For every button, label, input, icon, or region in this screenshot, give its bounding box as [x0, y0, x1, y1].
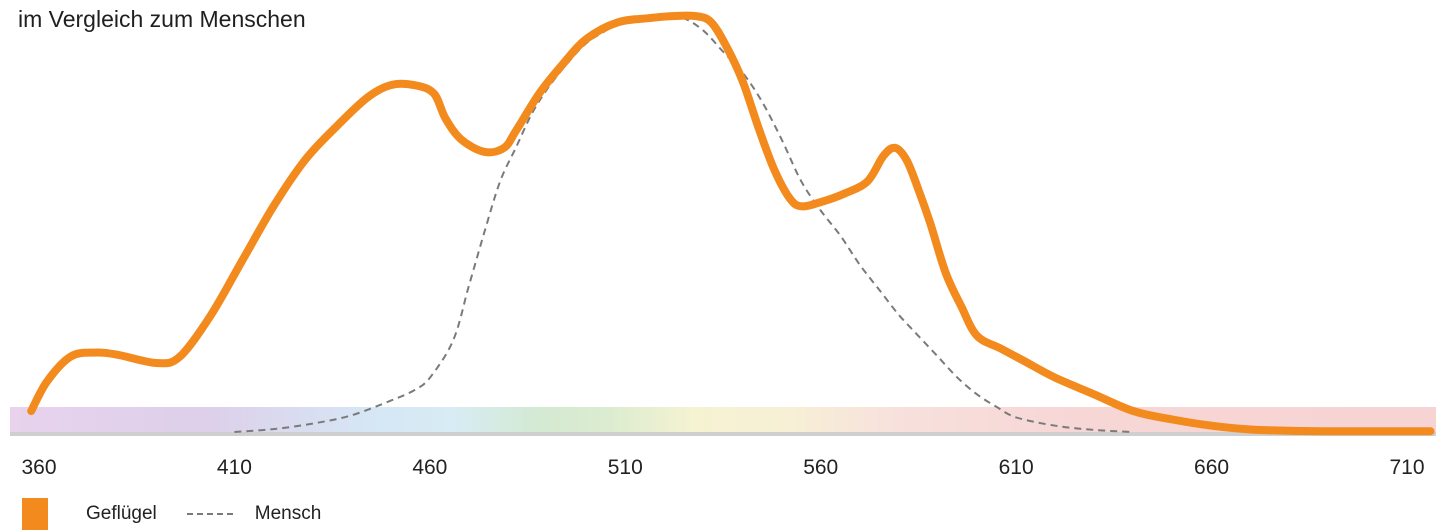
x-tick-label-410: 410	[217, 456, 252, 479]
x-tick-label-460: 460	[412, 456, 447, 479]
legend-item-poultry: Geflügel	[22, 498, 157, 530]
human-swatch	[186, 513, 233, 515]
x-tick-label-610: 610	[999, 456, 1034, 479]
series-line-human	[234, 12, 1134, 433]
legend: Geflügel Mensch	[22, 498, 343, 530]
series-group	[27, 11, 1435, 436]
x-tick-label-360: 360	[21, 456, 56, 479]
chart-subtitle: im Vergleich zum Menschen	[18, 6, 306, 32]
legend-item-human: Mensch	[179, 503, 322, 525]
x-tick-label-710: 710	[1389, 456, 1424, 479]
legend-label-human: Mensch	[254, 503, 322, 524]
x-tick-label-560: 560	[803, 456, 838, 479]
series-line-poultry	[27, 11, 1435, 436]
poultry-swatch	[22, 498, 48, 530]
x-tick-label-510: 510	[608, 456, 643, 479]
x-tick-label-660: 660	[1194, 456, 1229, 479]
legend-label-poultry: Geflügel	[86, 503, 157, 524]
x-axis-ticks: 360 410 460 510 560 610 660 710	[21, 456, 1424, 479]
